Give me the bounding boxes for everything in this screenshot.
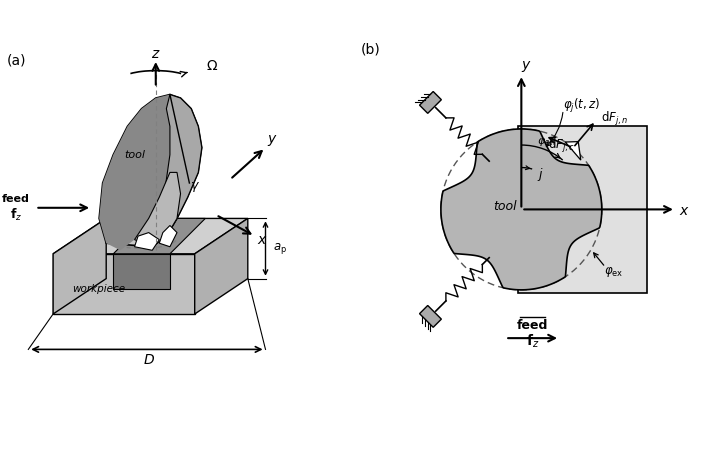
Text: $\varphi_{\rm en}$: $\varphi_{\rm en}$ xyxy=(537,136,556,148)
Polygon shape xyxy=(420,92,441,113)
Polygon shape xyxy=(135,233,159,250)
Text: $x$: $x$ xyxy=(256,233,268,247)
Polygon shape xyxy=(113,254,170,289)
Text: workpiece: workpiece xyxy=(72,284,126,294)
Text: $\gamma$: $\gamma$ xyxy=(190,179,200,193)
Text: $y$: $y$ xyxy=(267,133,278,148)
Text: $z$: $z$ xyxy=(151,47,161,61)
Text: $a_{\rm p}$: $a_{\rm p}$ xyxy=(273,241,287,256)
Polygon shape xyxy=(420,305,441,327)
Text: $\mathbf{f}_z$: $\mathbf{f}_z$ xyxy=(526,333,539,350)
Text: $\varphi_{\rm ex}$: $\varphi_{\rm ex}$ xyxy=(604,265,623,279)
Text: $\varphi_j(t,z)$: $\varphi_j(t,z)$ xyxy=(563,97,600,115)
Text: $\Omega$: $\Omega$ xyxy=(206,59,219,73)
Polygon shape xyxy=(135,172,181,247)
Polygon shape xyxy=(99,95,202,247)
Polygon shape xyxy=(163,95,202,236)
Text: feed: feed xyxy=(2,194,30,204)
Text: ${\rm d}F_{j,n}$: ${\rm d}F_{j,n}$ xyxy=(600,110,628,128)
Polygon shape xyxy=(113,218,205,254)
Text: tool: tool xyxy=(124,150,145,160)
Polygon shape xyxy=(53,218,248,254)
Text: $y$: $y$ xyxy=(521,59,532,74)
Text: feed: feed xyxy=(517,319,548,332)
Polygon shape xyxy=(53,254,195,314)
Polygon shape xyxy=(441,129,602,290)
Polygon shape xyxy=(99,95,170,250)
Text: (b): (b) xyxy=(360,42,380,56)
Text: $x$: $x$ xyxy=(678,204,689,218)
Polygon shape xyxy=(195,218,248,314)
Text: $D$: $D$ xyxy=(143,353,154,367)
Polygon shape xyxy=(53,218,106,314)
Text: $j$: $j$ xyxy=(537,166,544,183)
Text: ${\rm d}F_{j,c}$: ${\rm d}F_{j,c}$ xyxy=(548,137,575,155)
Text: (a): (a) xyxy=(7,54,27,68)
Text: $\mathbf{f}_z$: $\mathbf{f}_z$ xyxy=(10,207,22,223)
Text: tool: tool xyxy=(493,200,517,213)
Polygon shape xyxy=(565,142,581,160)
Bar xyxy=(518,126,647,293)
Polygon shape xyxy=(159,226,177,247)
